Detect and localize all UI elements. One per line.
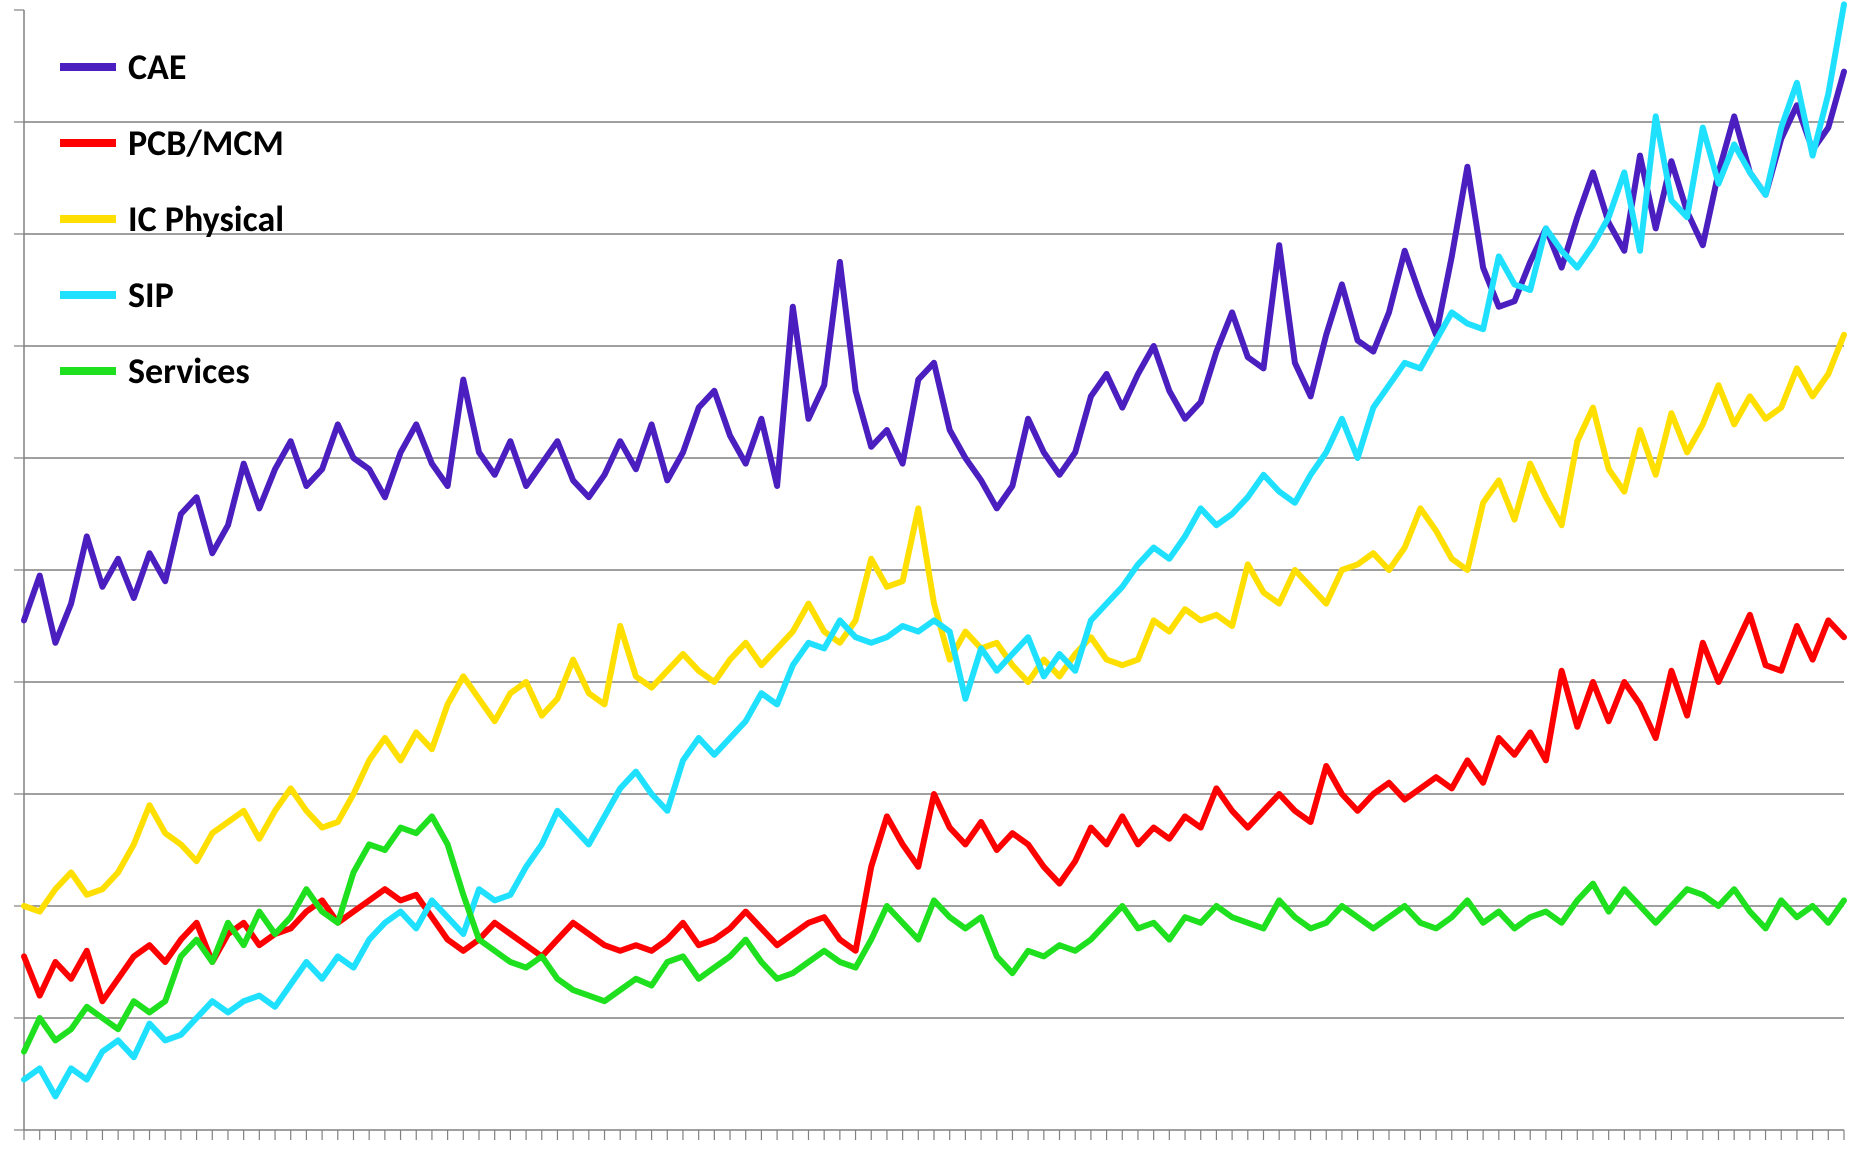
legend-swatch [60, 63, 116, 71]
legend-label: SIP [128, 273, 174, 317]
legend-label: IC Physical [128, 197, 284, 241]
legend-swatch [60, 215, 116, 223]
legend-swatch [60, 139, 116, 147]
legend-item: Services [60, 349, 284, 393]
legend-label: PCB/MCM [128, 121, 284, 165]
legend-item: SIP [60, 273, 284, 317]
chart-container: CAE PCB/MCM IC Physical SIP Services [0, 0, 1862, 1154]
legend-swatch [60, 367, 116, 375]
legend-item: IC Physical [60, 197, 284, 241]
legend-item: CAE [60, 45, 284, 89]
legend-item: PCB/MCM [60, 121, 284, 165]
legend: CAE PCB/MCM IC Physical SIP Services [60, 45, 284, 425]
legend-label: Services [128, 349, 250, 393]
legend-label: CAE [128, 45, 186, 89]
legend-swatch [60, 291, 116, 299]
